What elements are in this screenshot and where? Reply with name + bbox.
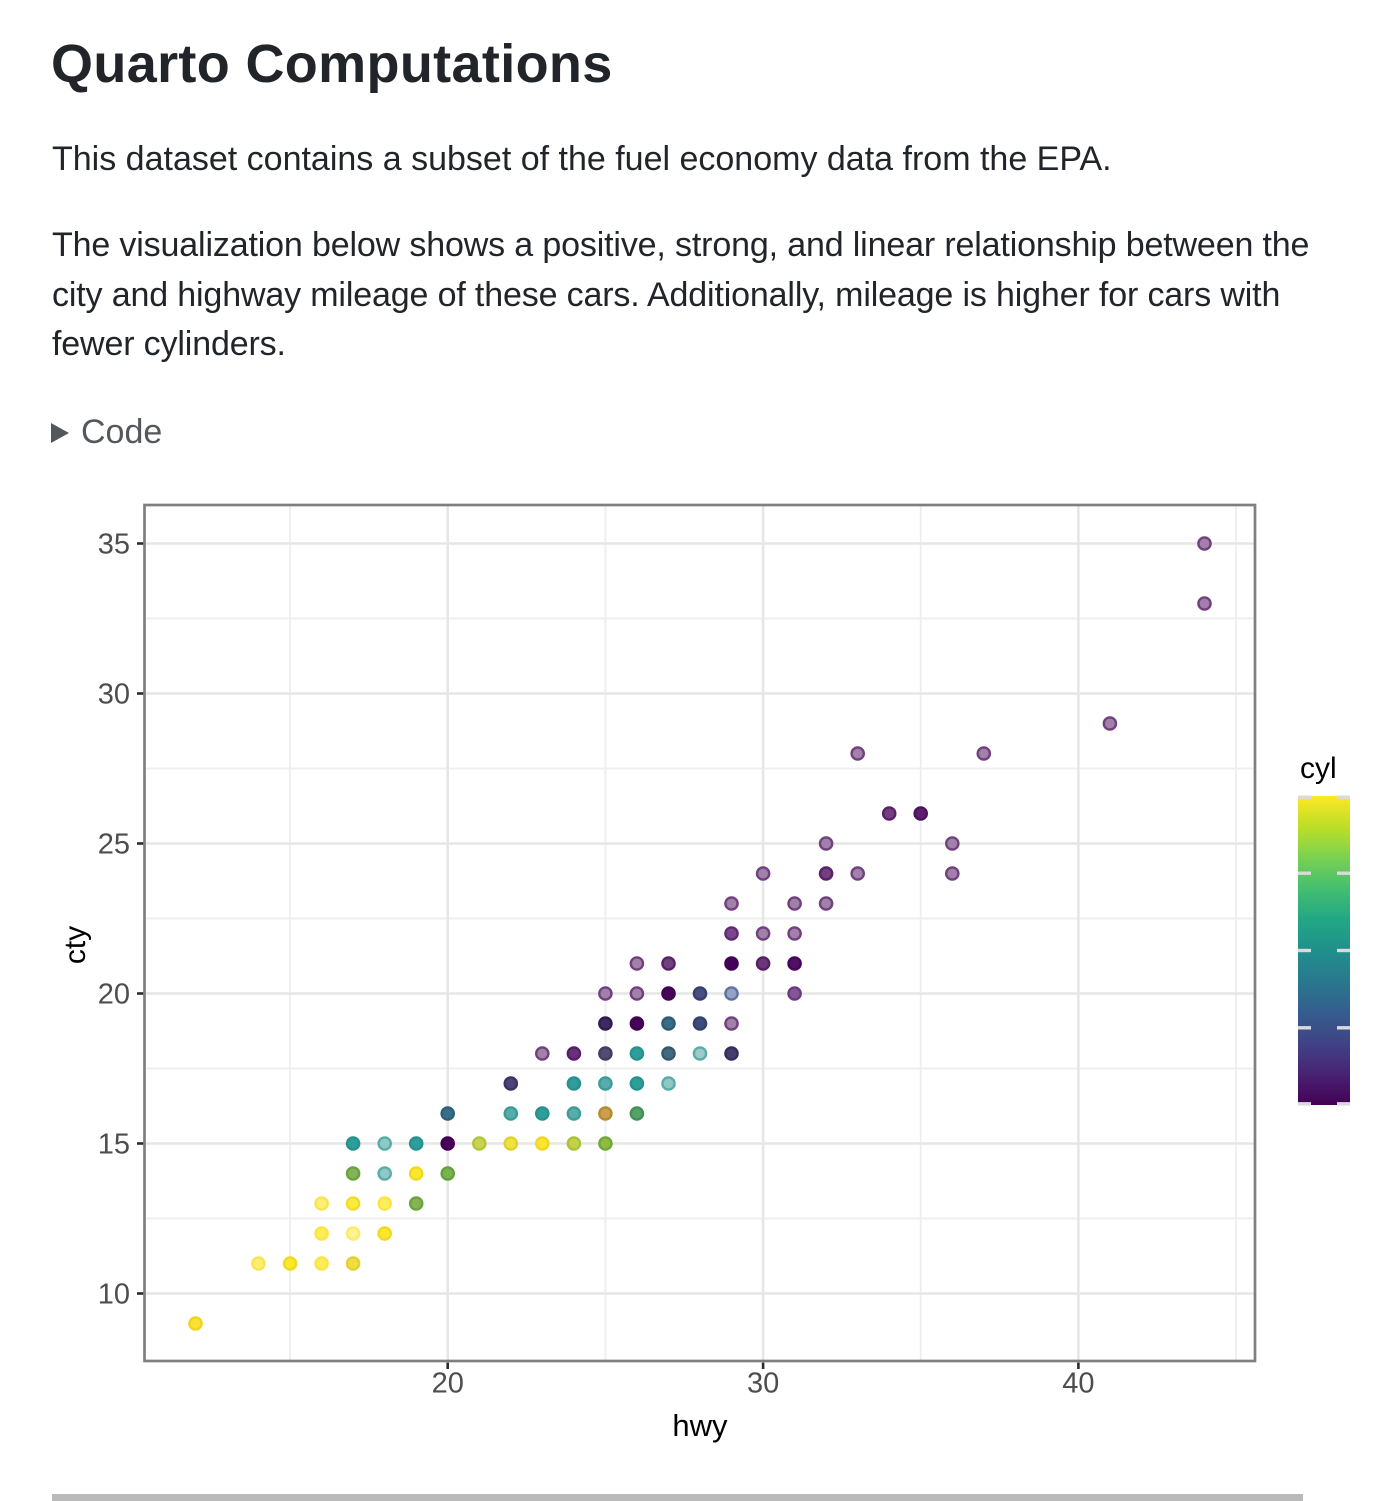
svg-text:30: 30	[98, 679, 130, 711]
svg-text:cty: cty	[59, 926, 92, 964]
svg-text:40: 40	[1062, 1368, 1094, 1400]
svg-text:10: 10	[98, 1279, 130, 1311]
svg-text:35: 35	[98, 529, 130, 561]
svg-text:30: 30	[747, 1368, 779, 1400]
svg-text:20: 20	[432, 1368, 464, 1400]
svg-text:20: 20	[98, 979, 130, 1011]
svg-text:cyl: cyl	[1300, 752, 1337, 785]
svg-text:15: 15	[98, 1129, 130, 1161]
svg-text:hwy: hwy	[672, 1408, 728, 1443]
svg-text:25: 25	[98, 829, 130, 861]
